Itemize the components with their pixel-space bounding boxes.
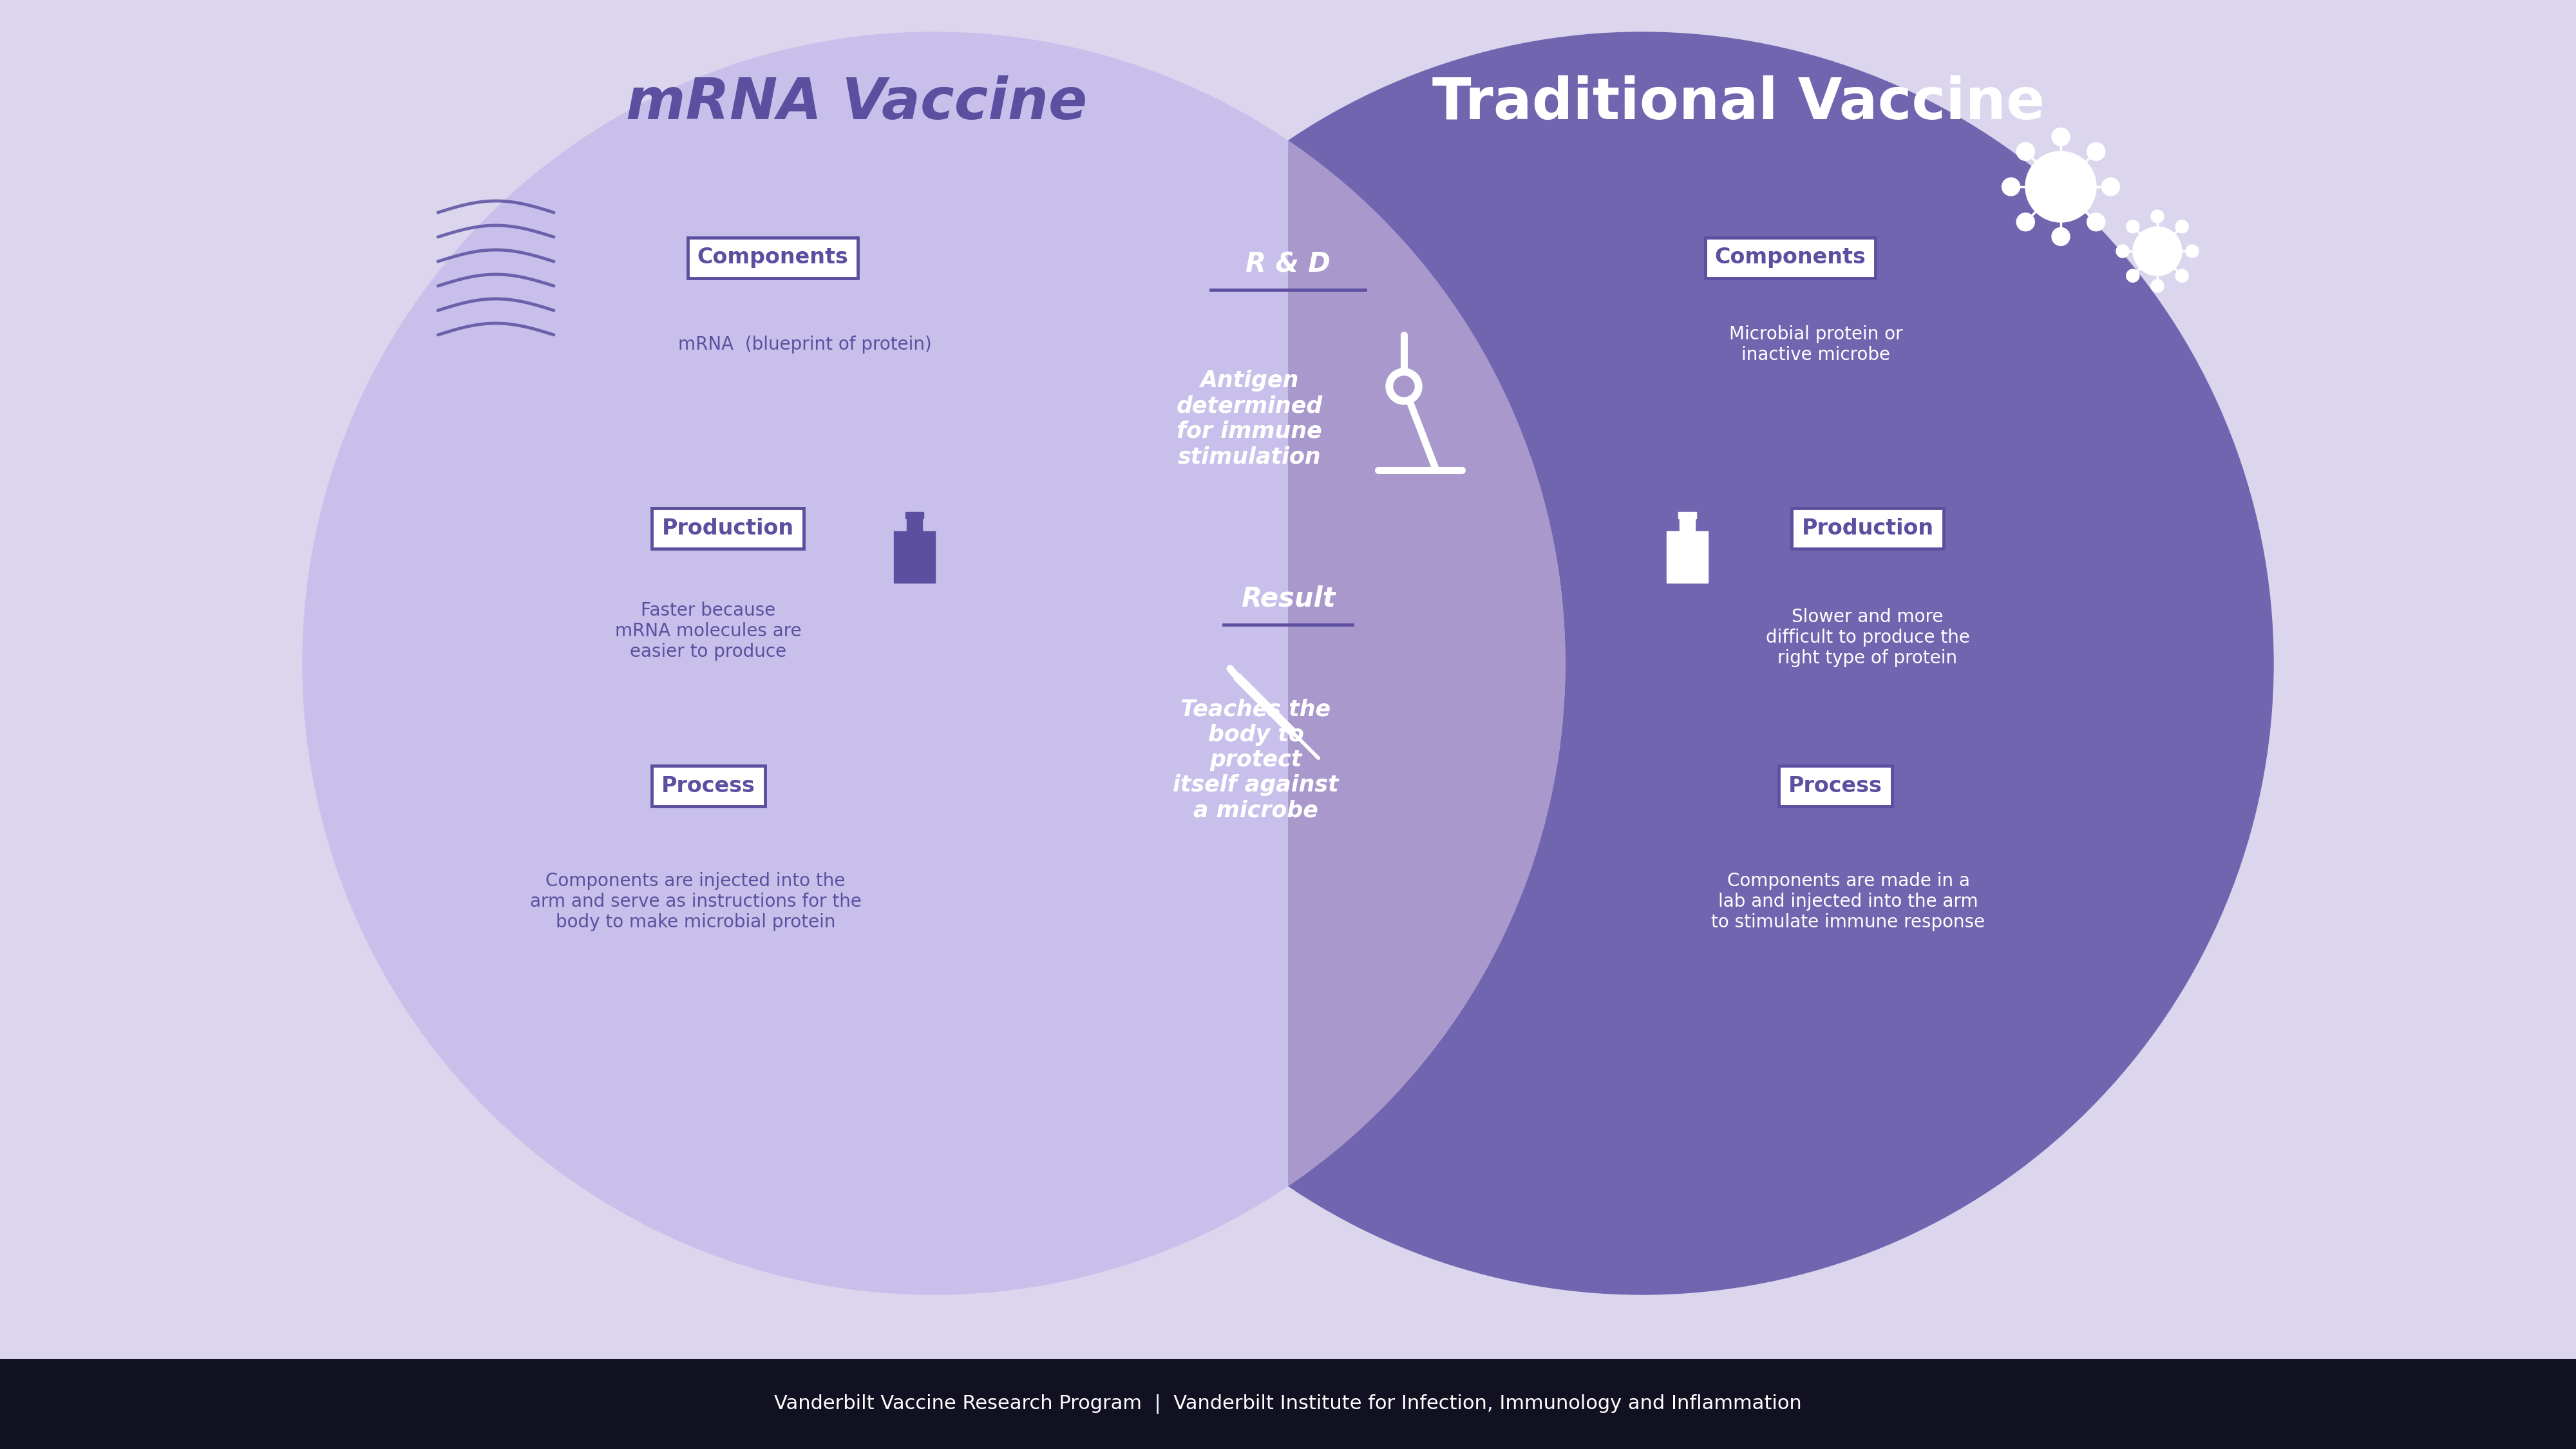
Text: Components: Components [1716, 246, 1865, 268]
Circle shape [301, 32, 1566, 1294]
Text: Result: Result [1242, 585, 1334, 613]
Circle shape [2177, 270, 2190, 283]
Text: Production: Production [1801, 517, 1935, 539]
Polygon shape [1288, 142, 1566, 1185]
Polygon shape [1680, 511, 1695, 519]
Circle shape [2025, 151, 2097, 222]
FancyBboxPatch shape [0, 0, 2576, 1359]
Circle shape [2177, 220, 2190, 233]
Circle shape [2017, 142, 2035, 161]
Text: Traditional Vaccine: Traditional Vaccine [1432, 75, 2045, 130]
Text: Teaches the
body to
protect
itself against
a microbe: Teaches the body to protect itself again… [1172, 698, 1340, 822]
Circle shape [2050, 227, 2071, 246]
Circle shape [2087, 213, 2105, 230]
Text: Process: Process [662, 775, 755, 797]
Circle shape [2184, 245, 2200, 258]
Text: R & D: R & D [1247, 251, 1329, 278]
FancyBboxPatch shape [0, 1359, 2576, 1449]
Circle shape [2125, 220, 2138, 233]
Circle shape [2133, 226, 2182, 275]
Text: Components: Components [698, 246, 848, 268]
Text: Process: Process [1788, 775, 1883, 797]
Text: Components are made in a
lab and injected into the arm
to stimulate immune respo: Components are made in a lab and injecte… [1710, 872, 1986, 932]
Circle shape [2151, 210, 2164, 223]
Text: mRNA Vaccine: mRNA Vaccine [626, 75, 1087, 130]
Circle shape [2117, 245, 2128, 258]
Circle shape [2151, 280, 2164, 293]
Circle shape [2087, 142, 2105, 161]
Polygon shape [904, 511, 922, 519]
Circle shape [2050, 128, 2071, 146]
Circle shape [1386, 368, 1422, 404]
Text: mRNA  (blueprint of protein): mRNA (blueprint of protein) [677, 336, 933, 354]
Polygon shape [894, 532, 935, 582]
Text: Slower and more
difficult to produce the
right type of protein: Slower and more difficult to produce the… [1765, 607, 1971, 668]
Circle shape [2125, 270, 2138, 283]
Circle shape [2102, 178, 2120, 196]
Polygon shape [1667, 532, 1708, 582]
Text: Vanderbilt Vaccine Research Program  |  Vanderbilt Institute for Infection, Immu: Vanderbilt Vaccine Research Program | Va… [775, 1394, 1801, 1414]
Text: Components are injected into the
arm and serve as instructions for the
body to m: Components are injected into the arm and… [531, 872, 860, 932]
Text: Microbial protein or
inactive microbe: Microbial protein or inactive microbe [1728, 325, 1904, 364]
Polygon shape [1680, 519, 1695, 532]
Circle shape [1394, 377, 1414, 397]
Polygon shape [907, 519, 922, 532]
Text: Antigen
determined
for immune
stimulation: Antigen determined for immune stimulatio… [1177, 369, 1321, 468]
Circle shape [2017, 213, 2035, 230]
Text: Faster because
mRNA molecules are
easier to produce: Faster because mRNA molecules are easier… [616, 601, 801, 661]
Circle shape [2002, 178, 2020, 196]
Text: Production: Production [662, 517, 793, 539]
Circle shape [1010, 32, 2275, 1294]
